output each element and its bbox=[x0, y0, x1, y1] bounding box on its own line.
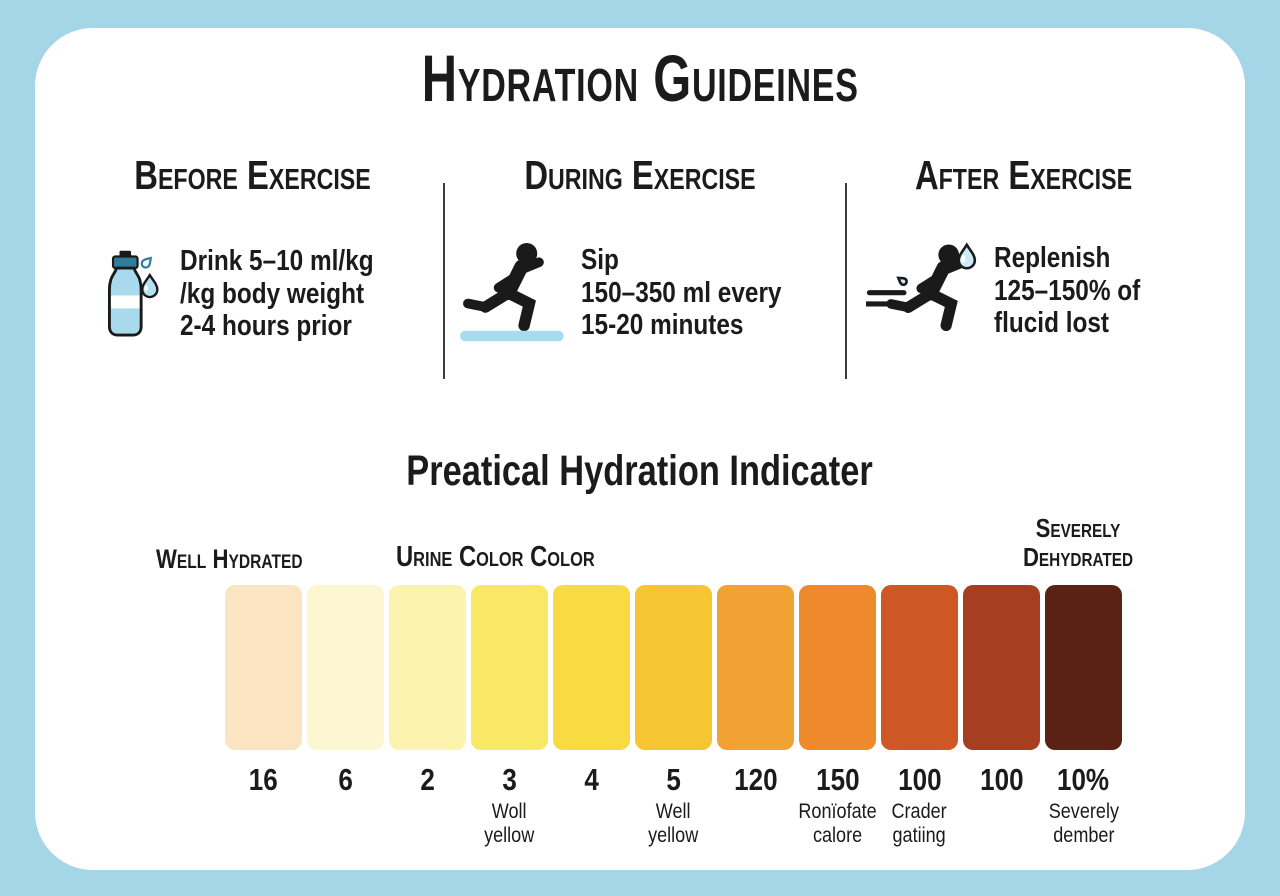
guideline-line: Sip bbox=[581, 244, 620, 277]
swatch-cell: 6 bbox=[307, 585, 384, 848]
swatch-cell: 100 Crader gatiing bbox=[881, 585, 958, 848]
guideline-line: flucid lost bbox=[994, 307, 1110, 340]
urine-color-swatch bbox=[389, 585, 466, 750]
section-during-exercise: During Exercise Sip 150–350 ml every 15-… bbox=[460, 152, 820, 353]
urine-color-swatch bbox=[1045, 585, 1122, 750]
urine-color-swatch bbox=[799, 585, 876, 750]
swatch-cell: 120 bbox=[717, 585, 794, 848]
swatch-value: 120 bbox=[733, 762, 778, 797]
indicator-title: Preatical Hydration Indicater bbox=[0, 447, 1280, 496]
swatch-sublabel: Ronïofate calore bbox=[798, 800, 877, 848]
swatch-sublabel: Woll yellow bbox=[484, 800, 535, 848]
swatch-cell: 2 bbox=[389, 585, 466, 848]
label-severely-dehydrated: Severely Dehydrated bbox=[1022, 513, 1134, 573]
swatch-value: 100 bbox=[979, 762, 1024, 797]
urine-color-swatch bbox=[881, 585, 958, 750]
guideline-line: 150–350 ml every bbox=[581, 276, 782, 309]
page-title: Hydration Guideines bbox=[0, 40, 1280, 116]
indicator-title-text: Preatical Hydration Indicater bbox=[406, 447, 874, 495]
guideline-text: Drink 5–10 ml/kg /kg body weight 2-4 hou… bbox=[180, 245, 374, 342]
guideline-line: 2-4 hours prior bbox=[179, 310, 352, 343]
section-before-exercise: Before Exercise Drink 5–10 ml/kg /kg bod… bbox=[95, 152, 410, 355]
section-heading: Before Exercise bbox=[134, 152, 371, 198]
swatch-sublabel: Crader gatiing bbox=[891, 800, 948, 848]
urine-color-swatch bbox=[471, 585, 548, 750]
swatch-value: 2 bbox=[420, 762, 435, 797]
urine-color-swatch bbox=[963, 585, 1040, 750]
swatch-value: 100 bbox=[897, 762, 942, 797]
swatch-value: 150 bbox=[815, 762, 860, 797]
page-title-text: Hydration Guideines bbox=[421, 41, 859, 115]
swatch-cell: 150 Ronïofate calore bbox=[798, 585, 877, 848]
swatch-cell: 4 bbox=[553, 585, 630, 848]
swatch-cell: 3 Woll yellow bbox=[471, 585, 548, 848]
section-heading: During Exercise bbox=[524, 152, 756, 198]
swatch-cell: 5 Well yellow bbox=[635, 585, 712, 848]
swatch-cell: 10% Severely dember bbox=[1045, 585, 1122, 848]
section-heading: After Exercise bbox=[914, 152, 1133, 198]
urine-color-swatch bbox=[635, 585, 712, 750]
label-well-hydrated: Well Hydrated bbox=[156, 544, 303, 574]
swatch-cell: 16 bbox=[225, 585, 302, 848]
guideline-line: 125–150% of bbox=[994, 274, 1141, 307]
swatch-value: 3 bbox=[502, 762, 517, 797]
swatch-value: 6 bbox=[338, 762, 353, 797]
guideline-line: Replenish bbox=[994, 242, 1111, 275]
guideline-text: Sip 150–350 ml every 15-20 minutes bbox=[581, 244, 781, 341]
water-bottle-icon bbox=[107, 250, 159, 337]
guideline-line: 15-20 minutes bbox=[581, 309, 744, 342]
section-divider bbox=[845, 183, 847, 379]
swatch-sublabel: Well yellow bbox=[648, 800, 699, 848]
swatch-value: 5 bbox=[666, 762, 681, 797]
urine-color-swatch bbox=[225, 585, 302, 750]
urine-color-swatch bbox=[307, 585, 384, 750]
runner-icon bbox=[460, 242, 564, 342]
swatch-value: 4 bbox=[584, 762, 599, 797]
swatch-sublabel: Severely dember bbox=[1048, 800, 1119, 848]
label-urine-color: Urine Color Color bbox=[396, 541, 595, 573]
swatch-value: 16 bbox=[249, 762, 278, 797]
urine-color-swatch bbox=[717, 585, 794, 750]
guideline-text: Replenish 125–150% of flucid lost bbox=[994, 242, 1140, 339]
urine-color-swatch bbox=[553, 585, 630, 750]
urine-color-scale: 16 6 2 3 Woll yellow 4 5 Well bbox=[225, 585, 1122, 848]
guideline-line: Drink 5–10 ml/kg bbox=[179, 245, 374, 278]
section-after-exercise: After Exercise Replenish bbox=[866, 152, 1181, 349]
guideline-line: /kg body weight bbox=[179, 277, 364, 310]
section-divider bbox=[443, 183, 445, 379]
runner-drop-icon bbox=[866, 242, 977, 332]
swatch-cell: 100 bbox=[963, 585, 1040, 848]
swatch-value: 10% bbox=[1057, 762, 1110, 797]
